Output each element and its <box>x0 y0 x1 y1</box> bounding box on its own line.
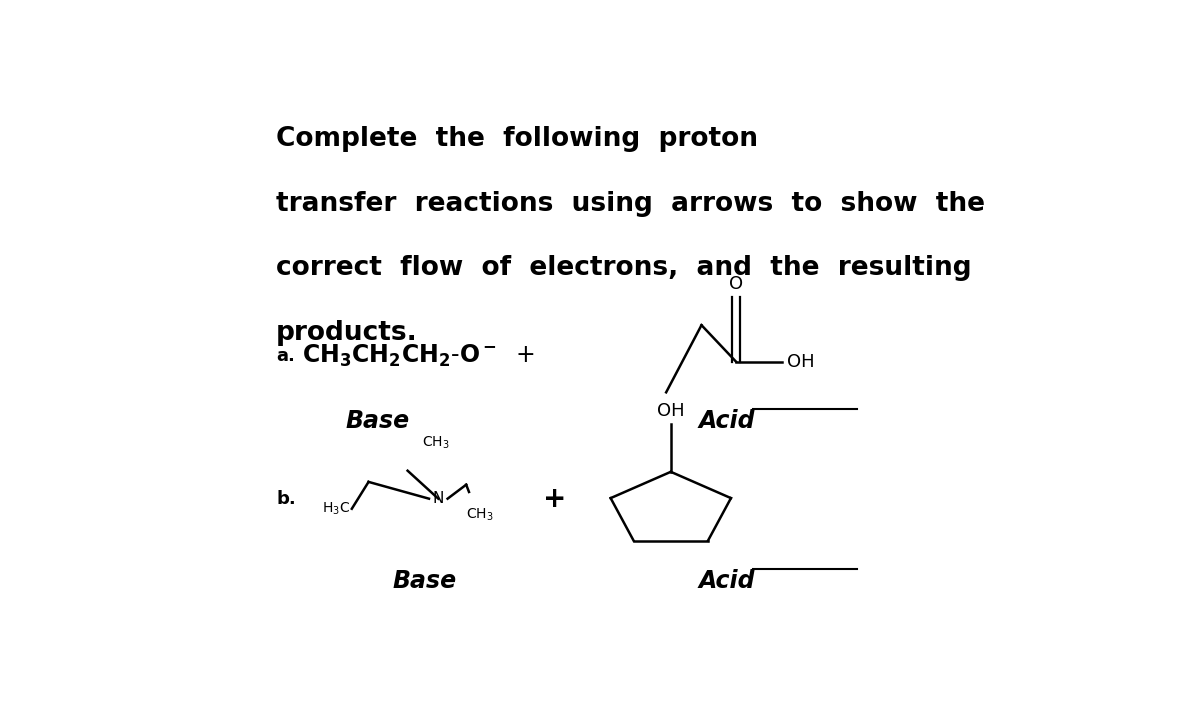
Text: Base: Base <box>392 569 456 593</box>
Text: Acid: Acid <box>698 569 755 593</box>
Text: N: N <box>433 491 444 506</box>
Text: OH: OH <box>656 402 685 419</box>
Text: Acid: Acid <box>698 409 755 433</box>
Text: Complete  the  following  proton: Complete the following proton <box>276 126 757 153</box>
Text: CH$_3$: CH$_3$ <box>422 435 450 451</box>
Text: OH: OH <box>787 353 815 371</box>
Text: O: O <box>728 275 743 293</box>
Text: H$_3$C: H$_3$C <box>322 501 350 517</box>
Text: b.: b. <box>276 490 296 507</box>
Text: CH$_3$: CH$_3$ <box>467 506 494 523</box>
Text: products.: products. <box>276 320 418 345</box>
Text: correct  flow  of  electrons,  and  the  resulting: correct flow of electrons, and the resul… <box>276 255 971 281</box>
Text: Base: Base <box>346 409 410 433</box>
Text: $\mathbf{CH_3CH_2CH_2\text{-}O^-}$  +: $\mathbf{CH_3CH_2CH_2\text{-}O^-}$ + <box>301 343 534 369</box>
Text: +: + <box>542 485 566 513</box>
Text: transfer  reactions  using  arrows  to  show  the: transfer reactions using arrows to show … <box>276 190 984 217</box>
Text: a.: a. <box>276 347 295 365</box>
